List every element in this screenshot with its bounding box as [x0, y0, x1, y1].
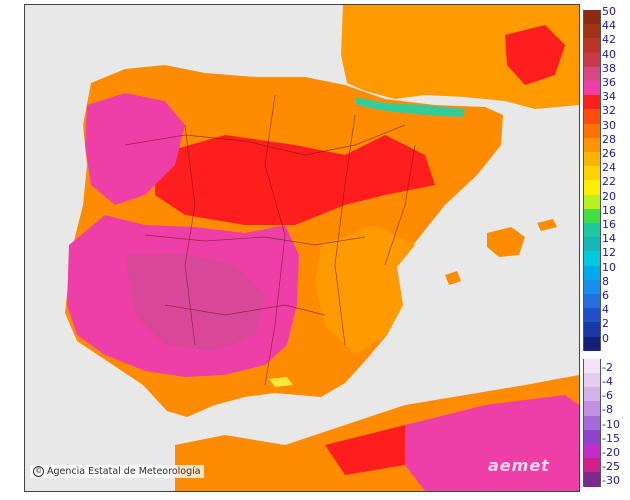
extremadura-core	[125, 253, 265, 351]
legend-swatch	[583, 24, 601, 39]
legend-tick-label: 38	[602, 61, 616, 75]
legend-swatch	[583, 194, 601, 209]
legend-swatch	[583, 358, 601, 373]
legend-swatch	[583, 415, 601, 430]
legend-swatch	[583, 429, 601, 444]
legend-tick-label: 40	[602, 47, 616, 61]
france-hot-zone	[505, 25, 565, 85]
legend-swatch	[583, 66, 601, 81]
legend-tick-label: 4	[602, 303, 609, 317]
central-north-hot-band	[155, 135, 435, 225]
aemet-logo: aemet	[488, 456, 550, 475]
legend-tick-label: -30	[602, 474, 620, 488]
credit-text: Agencia Estatal de Meteorología	[47, 466, 201, 477]
legend-swatch	[583, 95, 601, 110]
legend-tick-label: 24	[602, 161, 616, 175]
legend-swatch	[583, 472, 601, 487]
legend-tick-label: 0	[602, 331, 609, 345]
legend-swatch	[583, 237, 601, 252]
legend-tick-label: 36	[602, 76, 616, 89]
legend-tick-label: -20	[602, 446, 620, 459]
legend-tick-label: -2	[602, 360, 613, 374]
legend-swatch	[583, 52, 601, 67]
legend-swatch	[583, 387, 601, 402]
pyrenees-cool-strip	[355, 97, 465, 117]
legend-swatch	[583, 38, 601, 53]
legend-swatch	[583, 223, 601, 238]
legend-tick-label: 6	[602, 289, 609, 302]
legend-swatch	[583, 308, 601, 323]
temperature-legend: 50 44 42 40 38 36 34 32 30 28 26 24 22 20 18 16 14 12 10 8 6…	[583, 6, 629, 490]
legend-tick-label: 32	[602, 104, 616, 118]
legend-tick-label: 12	[602, 246, 616, 260]
menorca	[537, 219, 557, 231]
legend-tick-label: 42	[602, 33, 616, 47]
legend-tick-label: 26	[602, 147, 616, 160]
copyright-icon: ©	[33, 466, 44, 477]
legend-tick-label: 20	[602, 189, 616, 203]
northwest-hot-region	[85, 93, 185, 205]
legend-tick-label: 18	[602, 203, 616, 217]
legend-tick-label: 50	[602, 5, 616, 18]
legend-tick-label: 10	[602, 260, 616, 274]
legend-swatch	[583, 322, 601, 337]
ibiza	[445, 271, 461, 285]
legend-swatch	[583, 109, 601, 124]
mallorca	[487, 227, 525, 257]
legend-tick-label: -4	[602, 375, 613, 388]
legend-swatch	[583, 208, 601, 223]
legend-tick-label: 2	[602, 317, 609, 331]
east-coast-band	[315, 225, 415, 355]
legend-swatch	[583, 294, 601, 309]
legend-tick-label: -8	[602, 403, 613, 417]
legend-tick-label: 8	[602, 274, 609, 288]
legend-tick-label: 16	[602, 218, 616, 231]
north-africa-red-band	[325, 425, 405, 475]
legend-swatch	[583, 137, 601, 152]
legend-tick-label: 28	[602, 132, 616, 146]
legend-swatch	[583, 180, 601, 195]
legend-tick-label: 22	[602, 175, 616, 189]
legend-tick-label: 44	[602, 19, 616, 33]
legend-tick-label: 34	[602, 90, 616, 104]
map-svg	[65, 5, 579, 491]
legend-swatch	[583, 10, 601, 25]
credit-label: © Agencia Estatal de Meteorología	[30, 465, 204, 478]
legend-tick-label: -10	[602, 417, 620, 431]
legend-swatch	[583, 166, 601, 181]
regional-borders	[124, 94, 416, 386]
legend-swatch	[583, 251, 601, 266]
legend-swatch	[583, 265, 601, 280]
north-africa-hot-region	[405, 395, 579, 491]
legend-swatch	[583, 81, 601, 96]
legend-swatch	[583, 152, 601, 167]
legend-swatch	[583, 373, 601, 388]
legend-tick-label: 14	[602, 232, 616, 246]
legend-swatch	[583, 458, 601, 473]
legend-swatch	[583, 123, 601, 138]
legend-swatch	[583, 279, 601, 294]
legend-tick-label: -15	[602, 431, 620, 445]
temperature-map	[24, 4, 580, 492]
legend-swatch	[583, 336, 601, 351]
sierra-nevada-cool	[269, 377, 293, 387]
legend-tick-label: 30	[602, 118, 616, 132]
legend-swatch	[583, 444, 601, 459]
legend-tick-label: -6	[602, 389, 613, 403]
france-land	[341, 5, 579, 109]
legend-swatch	[583, 401, 601, 416]
legend-tick-label: -25	[602, 460, 620, 474]
